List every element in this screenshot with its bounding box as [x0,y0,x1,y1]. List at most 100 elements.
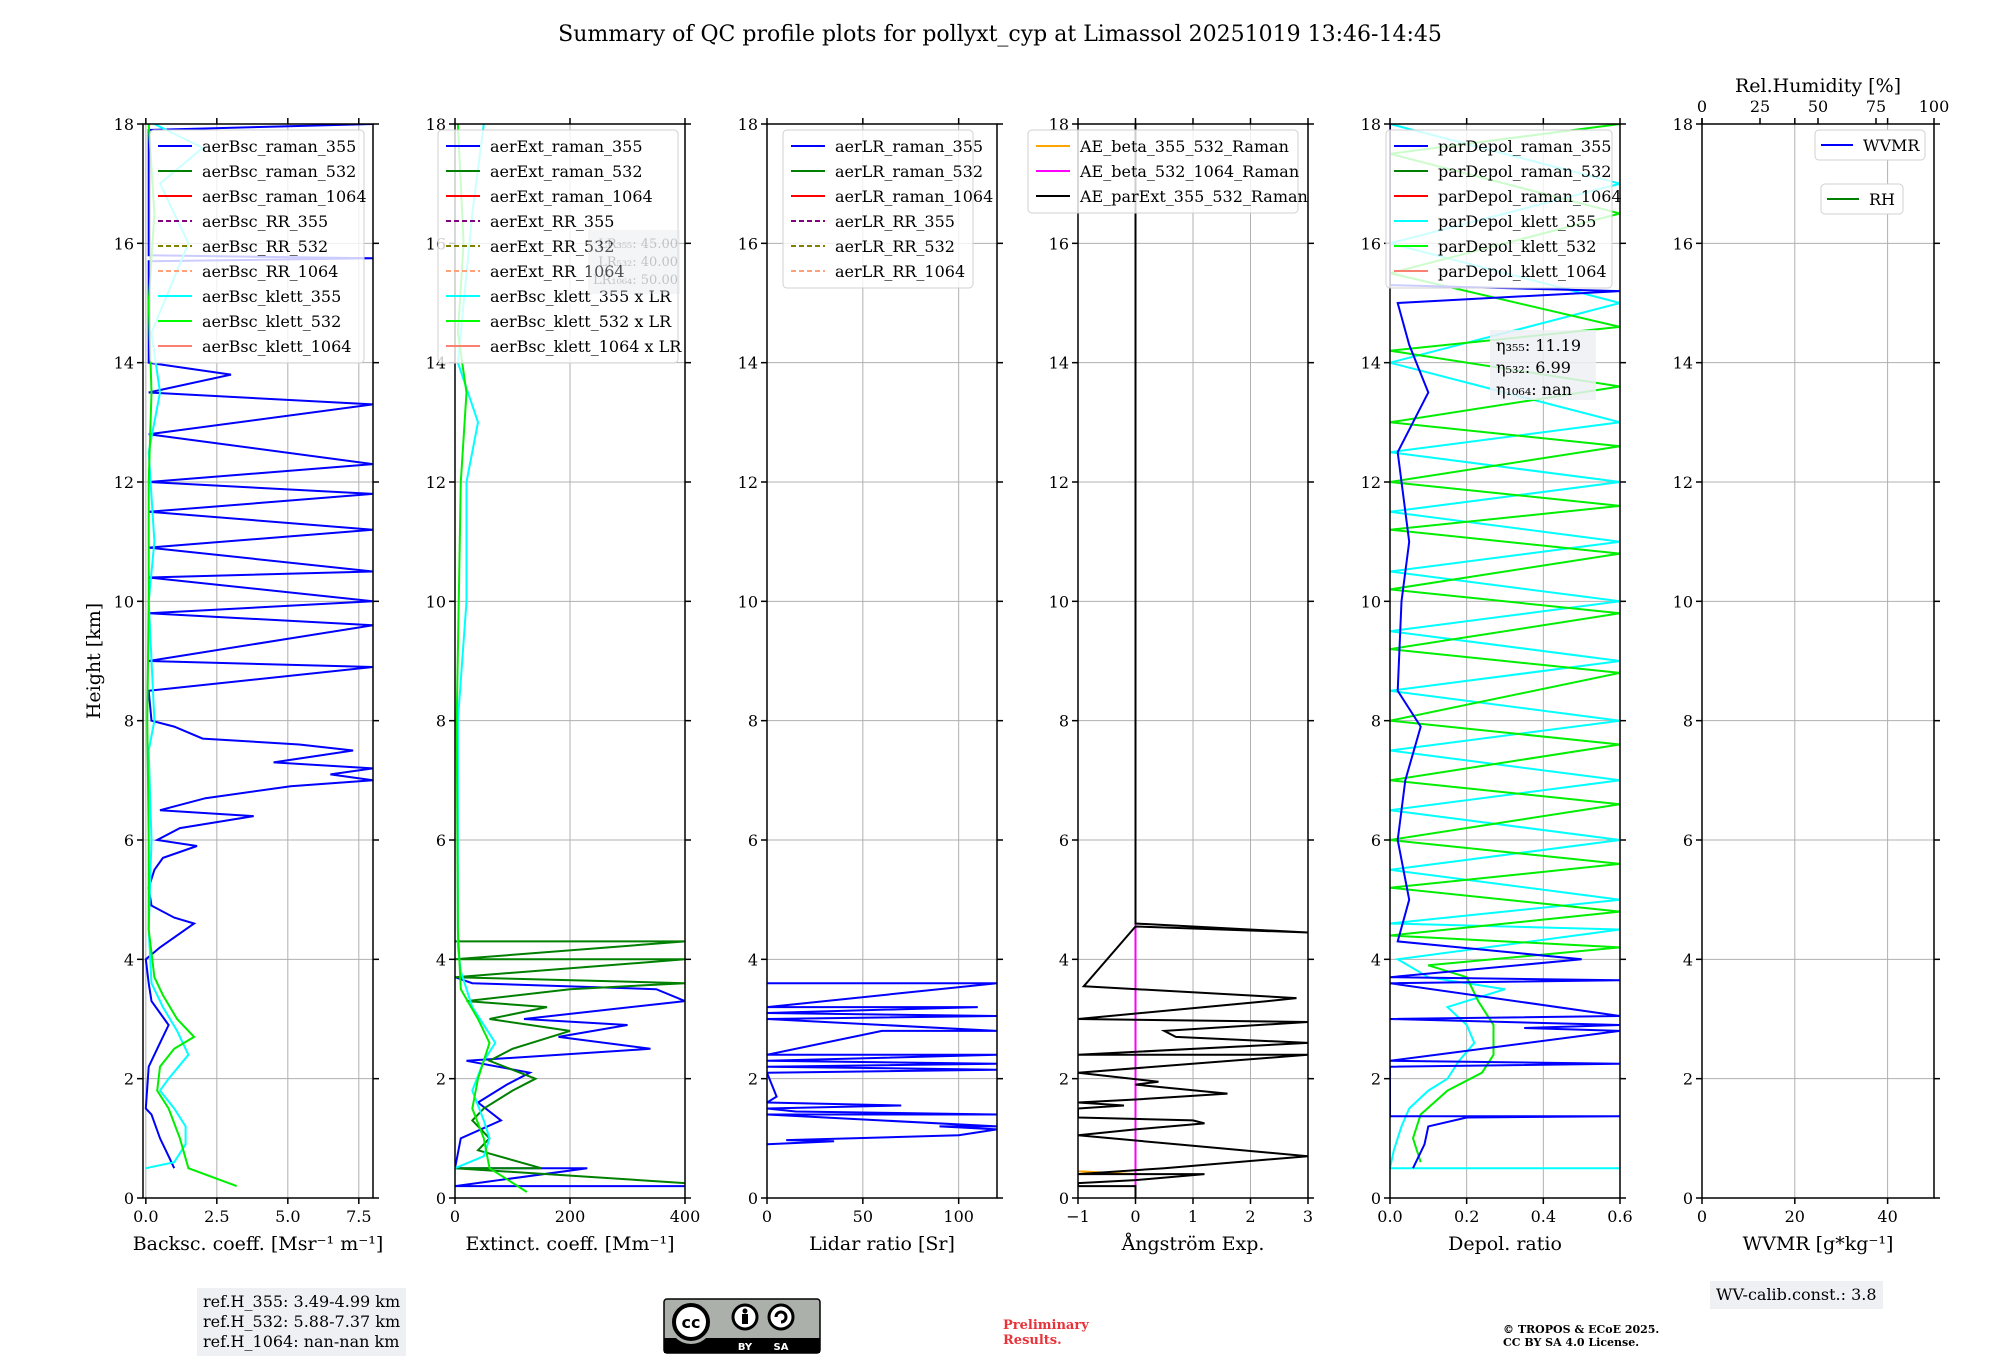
x-axis-label: Lidar ratio [Sr] [809,1233,955,1255]
y-tick-label: 10 [1361,592,1381,611]
y-tick-label: 6 [436,831,446,850]
y-tick-label: 2 [1059,1070,1069,1089]
rh-tick-label: 25 [1750,97,1770,116]
y-tick-label: 0 [124,1189,134,1208]
y-tick-label: 2 [436,1070,446,1089]
legend-label: aerExt_raman_355 [490,137,643,156]
rh-top-axis: 0 25 50 75 100 Rel.Humidity [%] [1697,75,1949,124]
wv-calib-box: WV-calib.const.: 3.8 [1710,1281,1883,1309]
series-group [1078,124,1308,1198]
y-tick-label: 16 [1673,234,1693,253]
y-tick-label: 6 [1371,831,1381,850]
legend-label: AE_parExt_355_532_Raman [1079,187,1308,206]
x-tick-label: −1 [1066,1207,1090,1226]
y-tick-label: 4 [1683,950,1693,969]
ref-height-532: ref.H_532: 5.88-7.37 km [203,1312,401,1331]
y-tick-label: 6 [1683,831,1693,850]
y-tick-label: 16 [1361,234,1381,253]
legend-frame [1820,183,1904,215]
legend-frame [782,129,974,289]
panel-lidar_ratio: 0 50 100 0 2 4 6 8 10 12 14 16 18 Lidar ratio [Sr] aer… [738,115,1003,1255]
y-tick-label: 18 [738,115,758,134]
y-tick-label: 6 [124,831,134,850]
y-tick-label: 18 [114,115,134,134]
legend-label: parDepol_raman_532 [1438,162,1611,181]
y-tick-label: 16 [114,234,134,253]
y-tick-label: 4 [124,950,134,969]
y-tick-label: 8 [1683,712,1693,731]
legend-label: aerExt_raman_532 [490,162,643,181]
y-tick-label: 12 [1673,473,1693,492]
y-tick-label: 6 [1059,831,1069,850]
panel-depol: 0.0 0.2 0.4 0.6 0 2 4 6 8 10 12 14 16 18 Depol. ratio p… [1361,115,1633,1255]
x-tick-label: 5.0 [275,1207,300,1226]
axes-frame [1389,123,1621,1199]
ref-height-355: ref.H_355: 3.49-4.99 km [203,1292,401,1311]
y-tick-label: 8 [1371,712,1381,731]
lidar-ratio-box: LR₃₅₅: 45.00 LR₅₃₂: 40.00 LR₁₀₆₄: 50.00 [588,230,680,294]
y-tick-label: 4 [1371,950,1381,969]
y-tick-label: 0 [436,1189,446,1208]
legend-label: aerBsc_RR_532 [202,237,328,256]
y-tick-label: 2 [748,1070,758,1089]
x-tick-label: 0.0 [133,1207,158,1226]
x-tick-label: 400 [670,1207,701,1226]
series-aerExt_raman_532 [455,940,685,1185]
x-tick-label: 2 [1245,1207,1255,1226]
y-tick-label: 10 [1673,592,1693,611]
y-tick-label: 0 [1371,1189,1381,1208]
y-tick-label: 18 [426,115,446,134]
legend-label: aerBsc_klett_355 [202,287,341,306]
legend-label: aerExt_raman_1064 [490,187,653,206]
y-tick-label: 12 [426,473,446,492]
cc-license-badge: cc BY SA [663,1298,823,1358]
eta-value: η₁₀₆₄: nan [1496,380,1572,399]
copyright-line-2: CC BY SA 4.0 License. [1503,1336,1640,1349]
x-tick-label: 0.0 [1377,1207,1402,1226]
x-tick-label: 1 [1188,1207,1198,1226]
y-tick-label: 12 [738,473,758,492]
y-tick-label: 8 [436,712,446,731]
eta-value: η₅₃₂: 6.99 [1496,358,1571,377]
preliminary-line-1: Preliminary [1003,1318,1089,1333]
lidar-ratio-box-bg [588,230,680,294]
series-parDepol_raman_355 [1390,124,1620,1169]
series-aerLR_raman_355 [767,982,997,1146]
y-tick-label: 10 [738,592,758,611]
legend-label: parDepol_raman_1064 [1438,187,1622,206]
y-tick-label: 18 [1361,115,1381,134]
legend-label: aerLR_RR_1064 [835,262,965,281]
series-aerBsc_raman_355 [144,124,373,1169]
y-tick-label: 14 [1673,354,1693,373]
legend-label: aerBsc_klett_532 [202,312,341,331]
axes-frame [142,123,374,1199]
x-axis-label: Ångström Exp. [1121,1233,1265,1255]
y-tick-label: 10 [426,592,446,611]
legend: aerBsc_raman_355 aerBsc_raman_532 aerBsc_r… [149,129,367,364]
legend-label: aerExt_RR_1064 [490,262,625,281]
legend-label: aerBsc_raman_532 [202,162,356,181]
panel-backscatter: 0.0 2.5 5.0 7.5 0 2 4 6 8 10 12 14 16 18 Backsc. coeff… [114,115,384,1255]
y-tick-label: 18 [1673,115,1693,134]
x-tick-label: 200 [555,1207,586,1226]
eta-value: η₃₅₅: 11.19 [1496,336,1581,355]
series-aerBsc_klett_532 [146,124,238,1188]
x-tick-label: 7.5 [346,1207,371,1226]
legend-label: RH [1869,190,1895,209]
legend-label: aerBsc_raman_1064 [202,187,367,206]
legend-frame [149,129,365,364]
x-tick-label: 20 [1785,1207,1805,1226]
legend-label: aerLR_raman_532 [835,162,983,181]
lidar-ratio-value: LR₅₃₂: 40.00 [598,255,678,270]
y-tick-label: 14 [1361,354,1381,373]
x-tick-label: 0 [450,1207,460,1226]
figure-title: Summary of QC profile plots for pollyxt_… [558,22,1442,47]
y-tick-label: 12 [1361,473,1381,492]
y-tick-label: 2 [124,1070,134,1089]
y-tick-label: 14 [738,354,758,373]
x-axis-label: Depol. ratio [1448,1233,1562,1255]
y-tick-label: 4 [748,950,758,969]
y-tick-label: 4 [436,950,446,969]
y-tick-label: 10 [114,592,134,611]
